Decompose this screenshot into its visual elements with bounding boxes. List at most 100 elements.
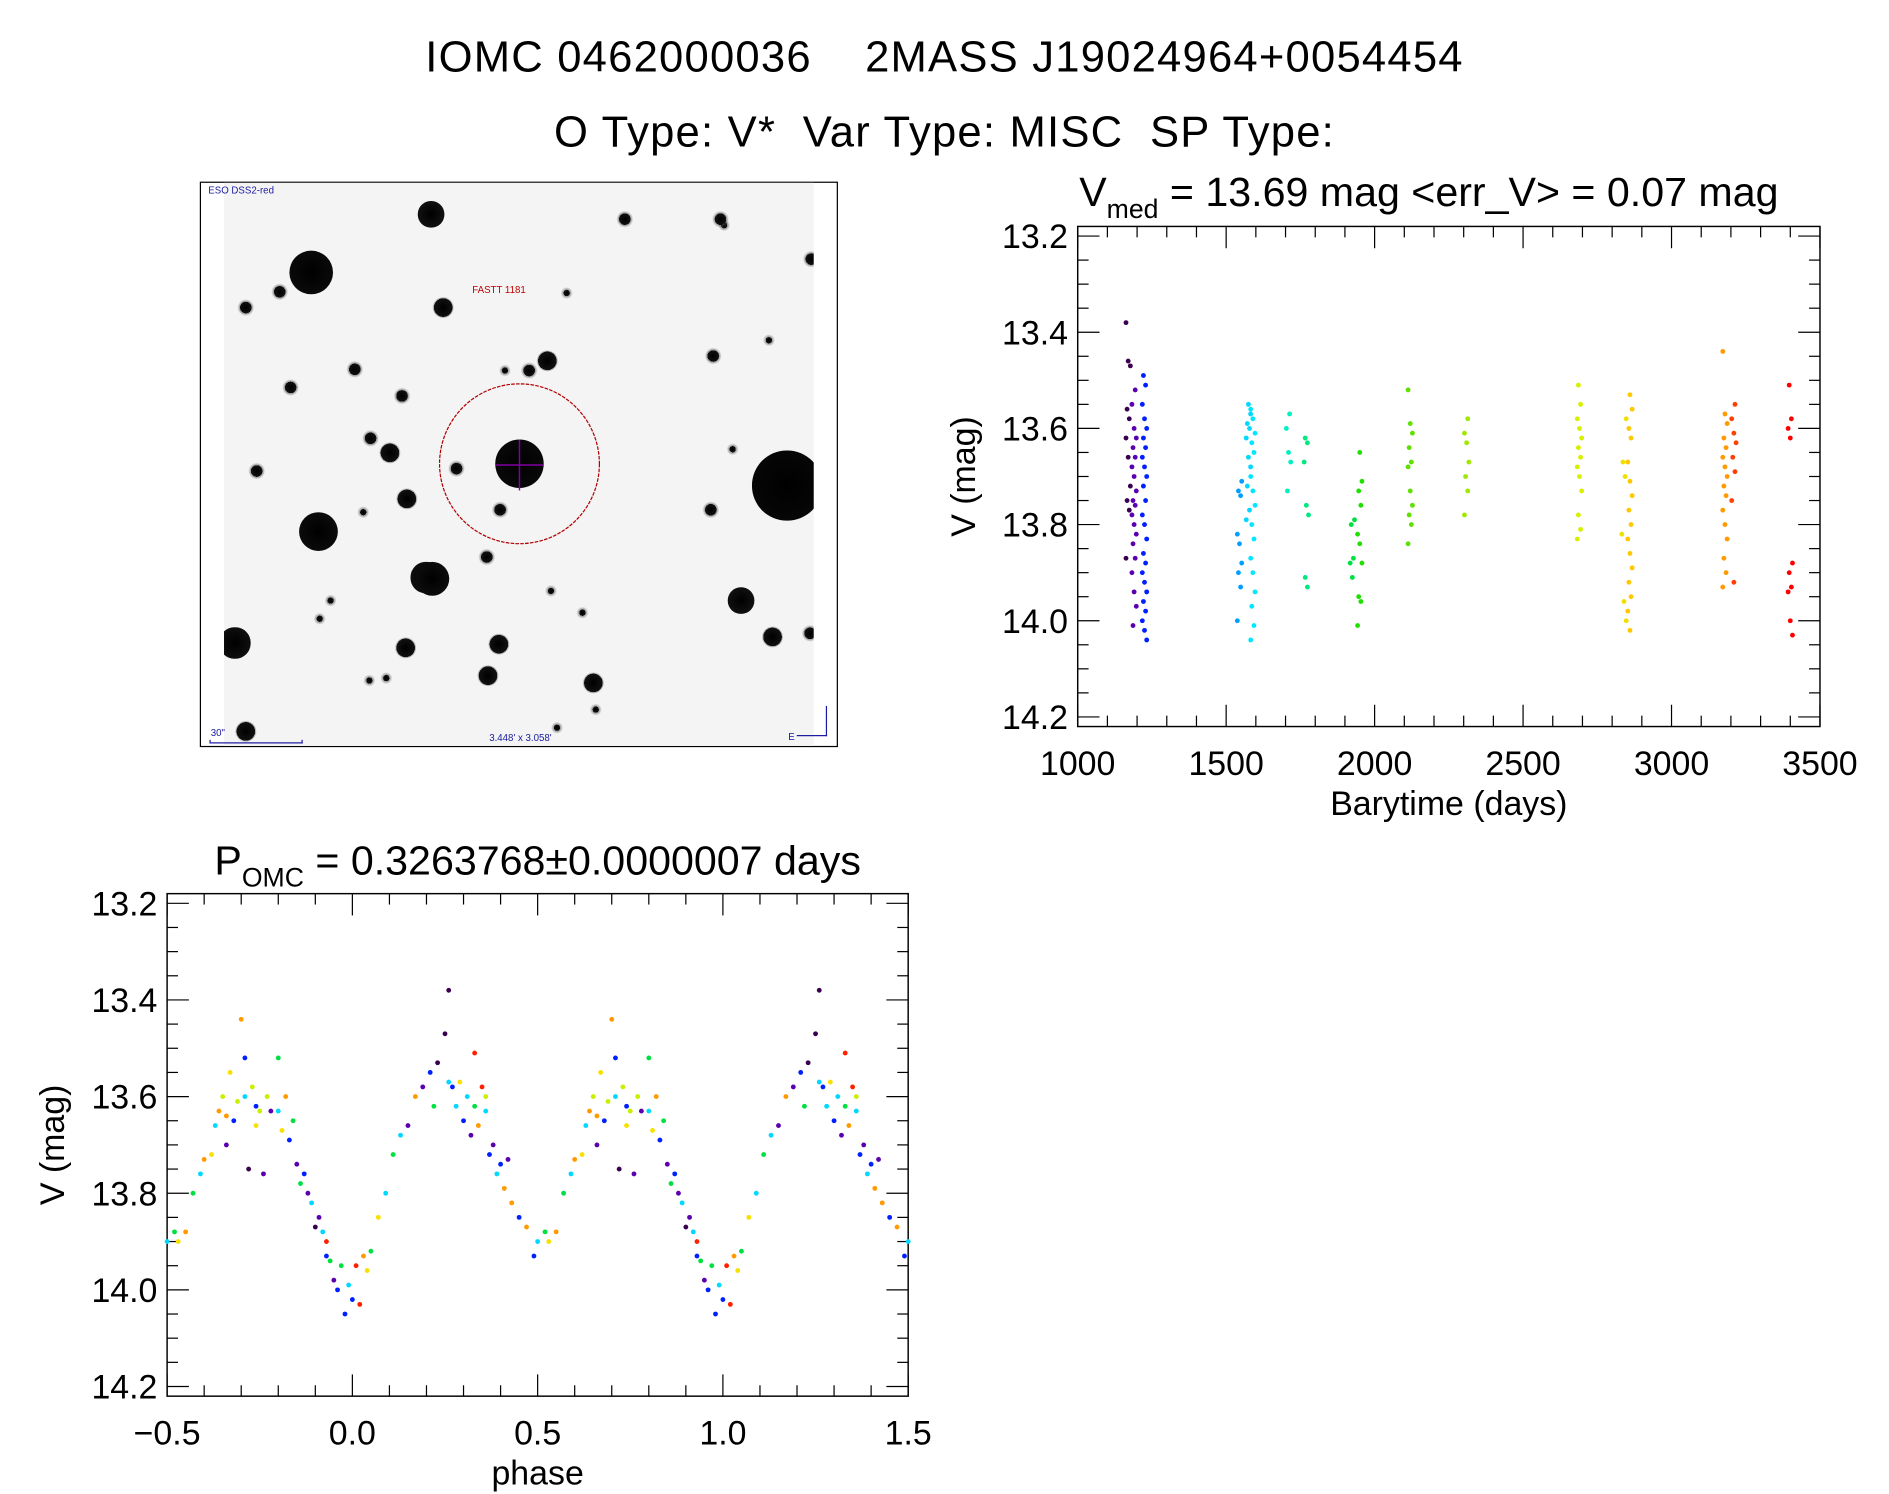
data-point (1724, 536, 1730, 542)
data-point (1123, 435, 1129, 441)
data-point (1625, 459, 1631, 465)
data-point (635, 1094, 641, 1100)
data-point (1786, 382, 1792, 388)
data-point (216, 1108, 222, 1114)
data-point (868, 1161, 874, 1167)
data-point (724, 1263, 730, 1269)
data-point (816, 1079, 822, 1085)
data-point (172, 1229, 177, 1235)
x-tick-label: 0.5 (514, 1415, 561, 1453)
data-point (449, 1084, 455, 1090)
data-point (1143, 560, 1149, 566)
data-point (1139, 570, 1145, 576)
star-icon (762, 333, 776, 347)
data-point (490, 1142, 496, 1148)
data-point (1359, 560, 1365, 566)
data-point (672, 1171, 678, 1177)
y-tick-label: 14.0 (1002, 603, 1068, 641)
data-point (1732, 469, 1738, 475)
data-point (746, 1214, 752, 1220)
data-point (1410, 430, 1415, 436)
data-point (1234, 618, 1240, 624)
data-point (457, 1079, 463, 1085)
data-point (1627, 392, 1633, 398)
star-icon (702, 501, 720, 519)
star-icon (237, 298, 255, 317)
star-icon (393, 387, 411, 405)
data-point (739, 1248, 744, 1254)
data-point (1129, 570, 1135, 576)
star-icon (544, 584, 558, 598)
x-tick-label: 3000 (1634, 745, 1709, 783)
data-point (1623, 416, 1629, 422)
star-icon (324, 594, 338, 608)
data-point (501, 1185, 507, 1191)
data-point (853, 1108, 859, 1114)
data-point (1578, 454, 1583, 460)
data-point (701, 1277, 707, 1283)
data-point (1623, 618, 1629, 624)
data-point (290, 1118, 296, 1124)
data-point (1129, 464, 1135, 470)
data-point (1302, 435, 1308, 441)
data-point (653, 1094, 659, 1100)
data-point (1248, 555, 1254, 561)
star-icon (726, 442, 740, 456)
data-point (690, 1229, 696, 1235)
data-point (824, 1103, 830, 1109)
data-point (342, 1311, 348, 1317)
data-point (1721, 435, 1727, 441)
data-point (338, 1263, 344, 1269)
data-point (842, 1050, 848, 1056)
data-point (1731, 579, 1737, 585)
target-overlay (438, 383, 601, 545)
data-point (768, 1132, 774, 1138)
y-tick-label: 13.8 (91, 1175, 157, 1213)
data-point (1405, 541, 1411, 547)
data-point (1301, 459, 1307, 465)
data-point (1124, 406, 1130, 412)
data-point (694, 1239, 700, 1244)
data-point (164, 1239, 170, 1244)
data-point (650, 1127, 655, 1133)
data-point (1132, 387, 1138, 393)
star-icon (361, 429, 380, 448)
data-point (516, 1214, 522, 1220)
data-point (324, 1239, 329, 1244)
data-point (405, 1123, 411, 1128)
data-point (1629, 565, 1635, 571)
data-point (1131, 474, 1137, 479)
data-point (605, 1098, 611, 1104)
data-point (1720, 507, 1726, 513)
data-point (1720, 349, 1726, 354)
data-point (1248, 464, 1254, 470)
x-axis-label: Barytime (days) (1330, 785, 1567, 823)
data-point (587, 1108, 592, 1114)
data-point (813, 1031, 818, 1037)
star-icon (727, 587, 755, 614)
y-tick-label: 13.6 (91, 1079, 157, 1117)
data-point (1132, 555, 1138, 561)
data-point (853, 1094, 859, 1100)
data-point (1140, 599, 1146, 604)
data-point (446, 987, 452, 993)
data-point (1351, 555, 1356, 561)
data-point (894, 1224, 900, 1230)
data-point (316, 1214, 322, 1220)
data-point (872, 1185, 878, 1191)
data-point (1130, 498, 1136, 503)
data-point (664, 1161, 670, 1167)
data-point (613, 1055, 618, 1061)
x-tick-label: 1.0 (699, 1415, 746, 1453)
star-icon (289, 250, 333, 295)
data-point (1356, 488, 1362, 494)
star-icon (414, 561, 450, 597)
data-point (335, 1287, 340, 1293)
star-icon (346, 360, 364, 379)
data-point (1407, 488, 1413, 494)
data-point (1125, 358, 1131, 364)
data-point (1130, 623, 1136, 628)
data-point (609, 1016, 615, 1022)
